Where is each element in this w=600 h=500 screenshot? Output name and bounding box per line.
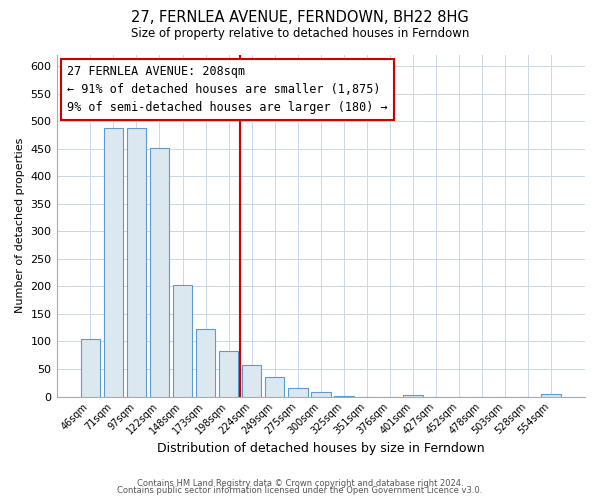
Bar (242, 365, 262, 396)
Bar (219, 351, 238, 397)
Bar (541, 394, 561, 396)
Text: 27, FERNLEA AVENUE, FERNDOWN, BH22 8HG: 27, FERNLEA AVENUE, FERNDOWN, BH22 8HG (131, 10, 469, 25)
Bar (104, 128, 123, 396)
Text: Contains HM Land Registry data © Crown copyright and database right 2024.: Contains HM Land Registry data © Crown c… (137, 478, 463, 488)
Bar (127, 128, 146, 396)
Text: 27 FERNLEA AVENUE: 208sqm
← 91% of detached houses are smaller (1,875)
9% of sem: 27 FERNLEA AVENUE: 208sqm ← 91% of detac… (67, 65, 388, 114)
Bar (196, 330, 215, 396)
Text: Size of property relative to detached houses in Ferndown: Size of property relative to detached ho… (131, 28, 469, 40)
Bar (173, 286, 193, 397)
Bar (80, 338, 100, 396)
X-axis label: Distribution of detached houses by size in Ferndown: Distribution of detached houses by size … (157, 442, 485, 455)
Y-axis label: Number of detached properties: Number of detached properties (15, 138, 25, 314)
Bar (311, 392, 331, 396)
Bar (265, 376, 284, 396)
Text: Contains public sector information licensed under the Open Government Licence v3: Contains public sector information licen… (118, 486, 482, 495)
Bar (288, 388, 308, 396)
Bar (149, 148, 169, 396)
